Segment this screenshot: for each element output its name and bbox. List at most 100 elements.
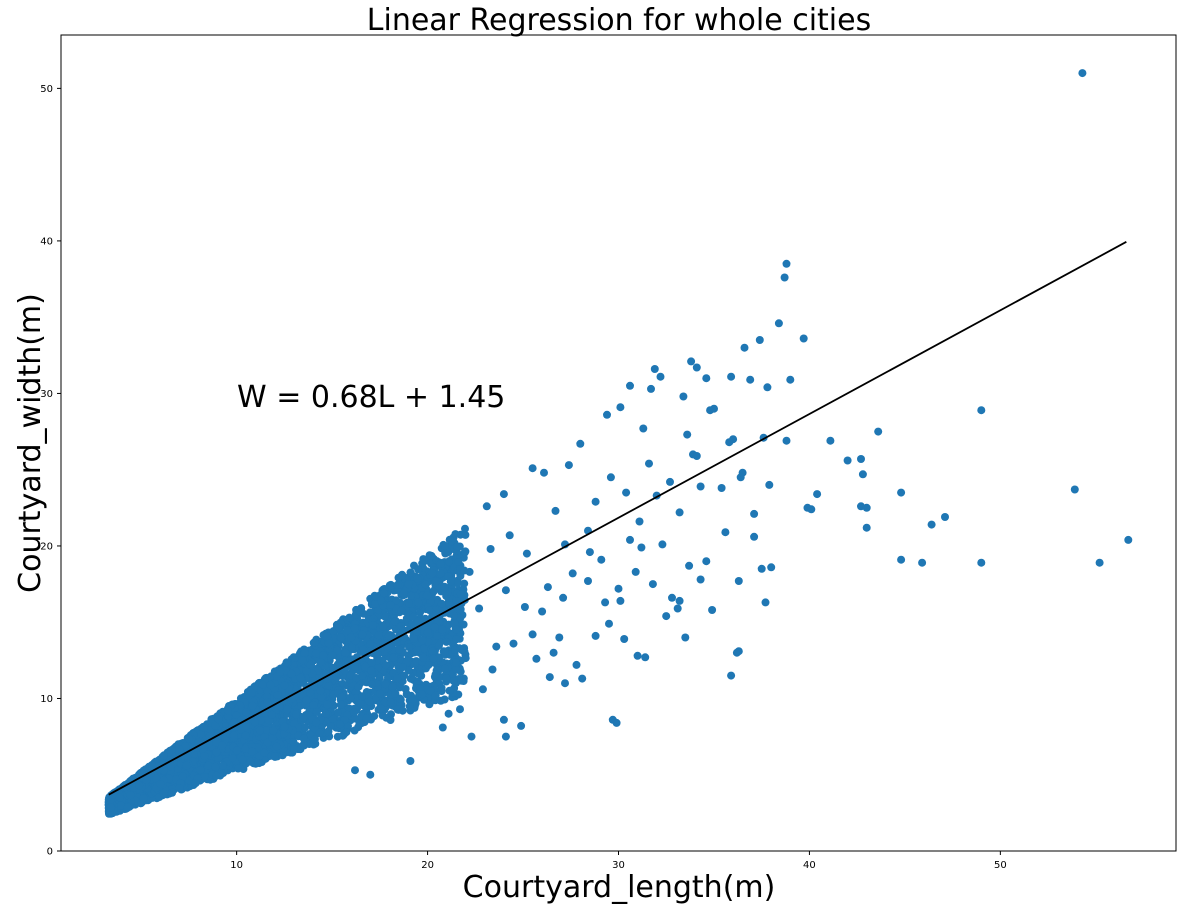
scatter-point: [347, 633, 356, 642]
scatter-point: [366, 770, 375, 779]
scatter-point: [263, 738, 272, 747]
scatter-point: [346, 693, 355, 702]
scatter-point: [377, 704, 386, 713]
scatter-point: [319, 651, 328, 660]
scatter-point: [393, 674, 402, 683]
scatter-point: [750, 532, 759, 541]
scatter-point: [528, 464, 537, 473]
scatter-point: [334, 623, 343, 632]
scatter-point: [350, 708, 359, 717]
scatter-point: [452, 665, 461, 674]
scatter-point: [941, 513, 949, 521]
scatter-point: [763, 383, 772, 392]
scatter-point: [416, 608, 424, 617]
scatter-point: [414, 617, 423, 626]
x-tick-label: 20: [421, 860, 434, 871]
scatter-point: [425, 700, 434, 709]
scatter-point: [250, 718, 259, 727]
scatter-point: [666, 477, 674, 486]
scatter-point: [612, 718, 621, 727]
scatter-point: [246, 757, 255, 766]
scatter-point: [283, 705, 292, 714]
scatter-point: [272, 742, 281, 751]
scatter-point: [247, 688, 256, 697]
scatter-point: [390, 617, 399, 626]
scatter-point: [442, 637, 451, 646]
scatter-point: [373, 649, 382, 658]
scatter-point: [358, 630, 367, 639]
scatter-point: [702, 374, 711, 383]
scatter-point: [351, 766, 359, 775]
scatter-point: [475, 604, 484, 613]
scatter-point: [328, 714, 337, 723]
scatter-point: [290, 745, 299, 754]
scatter-point: [115, 793, 124, 802]
scatter-point: [241, 744, 250, 753]
scatter-point: [409, 634, 418, 643]
scatter-point: [445, 557, 453, 566]
scatter-point: [452, 658, 461, 667]
scatter-point: [436, 569, 445, 578]
scatter-point: [412, 657, 421, 666]
scatter-point: [755, 336, 764, 344]
scatter-point: [328, 651, 337, 660]
x-tick-label: 30: [612, 860, 625, 871]
scatter-point: [429, 587, 438, 596]
scatter-point: [696, 482, 705, 491]
scatter-point: [399, 663, 407, 672]
scatter-point: [248, 747, 256, 756]
scatter-point: [517, 721, 526, 730]
scatter-point: [379, 622, 388, 631]
scatter-point: [229, 731, 238, 740]
scatter-point: [298, 656, 307, 665]
scatter-point: [774, 319, 783, 328]
scatter-point: [344, 722, 352, 731]
scatter-point: [434, 617, 443, 626]
y-tick-label: 50: [40, 84, 53, 95]
scatter-point: [441, 664, 449, 673]
scatter-point: [767, 563, 776, 572]
scatter-point: [452, 625, 461, 634]
scatter-point: [359, 645, 368, 654]
scatter-point: [336, 700, 345, 709]
scatter-point: [432, 577, 441, 585]
scatter-point: [509, 639, 518, 648]
scatter-point: [242, 708, 251, 717]
scatter-point: [315, 728, 324, 737]
scatter-point: [302, 666, 311, 675]
scatter-point: [387, 581, 395, 590]
scatter-point: [451, 645, 459, 654]
scatter-point: [341, 648, 350, 657]
scatter-point: [456, 605, 465, 614]
scatter-point: [442, 674, 451, 683]
scatter-point: [584, 577, 592, 585]
scatter-point: [407, 591, 416, 600]
scatter-point: [419, 644, 428, 653]
scatter-point: [561, 679, 569, 688]
scatter-point: [482, 502, 491, 511]
scatter-point: [456, 705, 464, 714]
scatter-point: [721, 528, 730, 537]
scatter-point: [371, 599, 379, 608]
scatter-point: [761, 598, 770, 607]
scatter-point: [532, 654, 541, 663]
scatter-point: [430, 623, 439, 632]
scatter-point: [757, 564, 766, 573]
scatter-point: [456, 590, 465, 599]
scatter-point: [488, 665, 497, 674]
scatter-point: [123, 803, 132, 812]
scatter-point: [263, 698, 272, 707]
scatter-point: [486, 545, 495, 553]
scatter-point: [441, 541, 449, 550]
scatter-point: [545, 673, 554, 682]
scatter-point: [616, 403, 625, 412]
scatter-point: [397, 606, 406, 615]
scatter-point: [197, 730, 205, 739]
scatter-point: [211, 762, 220, 771]
scatter-point: [639, 424, 648, 433]
scatter-point: [750, 509, 759, 518]
scatter-point: [262, 726, 271, 734]
scatter-point: [404, 599, 413, 608]
scatter-point: [685, 561, 694, 570]
scatter-point: [200, 772, 209, 781]
